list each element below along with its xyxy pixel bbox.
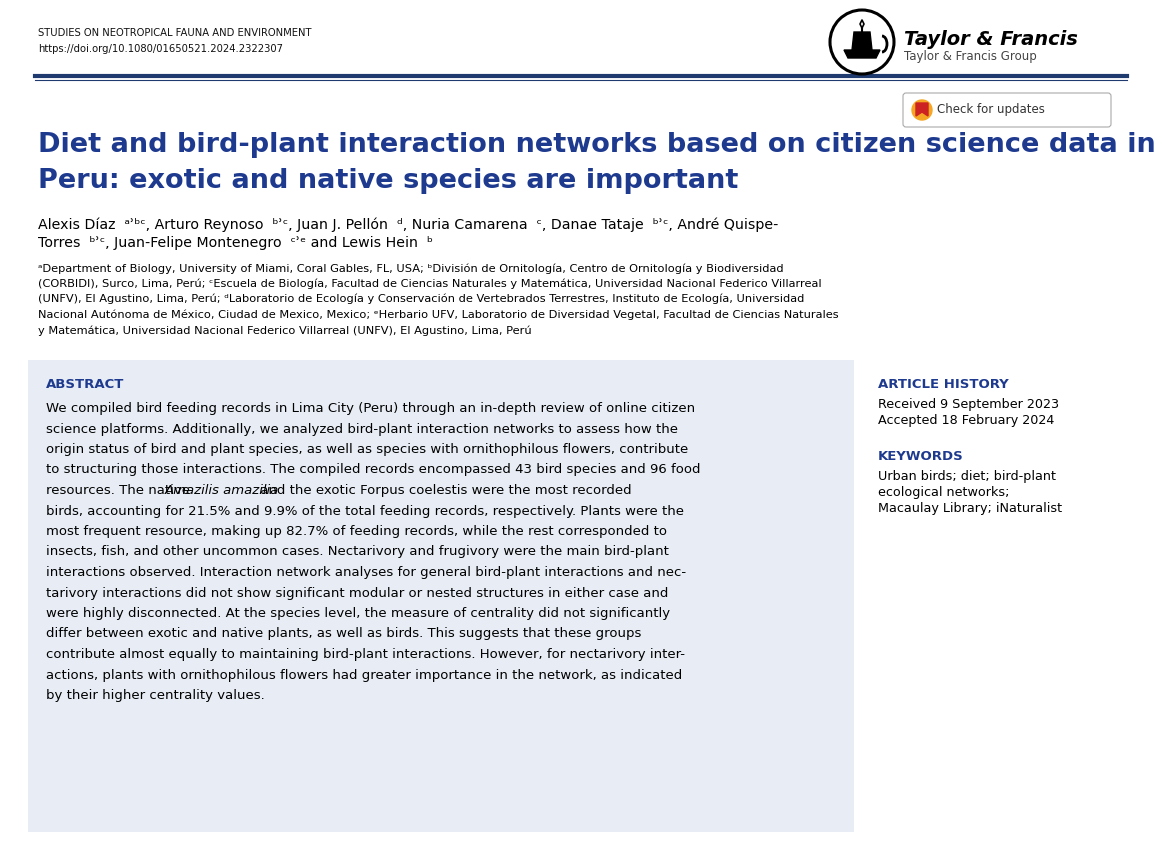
Text: insects, fish, and other uncommon cases. Nectarivory and frugivory were the main: insects, fish, and other uncommon cases.… (46, 545, 669, 559)
Text: Received 9 September 2023: Received 9 September 2023 (878, 398, 1059, 411)
Text: interactions observed. Interaction network analyses for general bird-plant inter: interactions observed. Interaction netwo… (46, 566, 686, 579)
Text: (UNFV), El Agustino, Lima, Perú; ᵈLaboratorio de Ecología y Conservación de Vert: (UNFV), El Agustino, Lima, Perú; ᵈLabora… (38, 294, 804, 304)
Text: STUDIES ON NEOTROPICAL FAUNA AND ENVIRONMENT: STUDIES ON NEOTROPICAL FAUNA AND ENVIRON… (38, 28, 311, 38)
Text: to structuring those interactions. The compiled records encompassed 43 bird spec: to structuring those interactions. The c… (46, 463, 701, 476)
Text: ARTICLE HISTORY: ARTICLE HISTORY (878, 378, 1009, 391)
Text: resources. The native: resources. The native (46, 484, 194, 497)
Text: most frequent resource, making up 82.7% of feeding records, while the rest corre: most frequent resource, making up 82.7% … (46, 525, 667, 538)
Text: actions, plants with ornithophilous flowers had greater importance in the networ: actions, plants with ornithophilous flow… (46, 669, 682, 682)
Text: Check for updates: Check for updates (937, 103, 1045, 117)
Text: y Matemática, Universidad Nacional Federico Villarreal (UNFV), El Agustino, Lima: y Matemática, Universidad Nacional Feder… (38, 325, 532, 336)
Text: Macaulay Library; iNaturalist: Macaulay Library; iNaturalist (878, 502, 1062, 515)
Text: ecological networks;: ecological networks; (878, 486, 1010, 499)
Text: tarivory interactions did not show significant modular or nested structures in e: tarivory interactions did not show signi… (46, 586, 668, 600)
Text: Peru: exotic and native species are important: Peru: exotic and native species are impo… (38, 168, 738, 194)
Text: ABSTRACT: ABSTRACT (46, 378, 124, 391)
Text: Torres  ᵇʾᶜ, Juan-Felipe Montenegro  ᶜʾᵉ and Lewis Hein  ᵇ: Torres ᵇʾᶜ, Juan-Felipe Montenegro ᶜʾᵉ a… (38, 236, 433, 250)
Text: by their higher centrality values.: by their higher centrality values. (46, 689, 265, 702)
Text: We compiled bird feeding records in Lima City (Peru) through an in-depth review : We compiled bird feeding records in Lima… (46, 402, 695, 415)
Text: birds, accounting for 21.5% and 9.9% of the total feeding records, respectively.: birds, accounting for 21.5% and 9.9% of … (46, 504, 684, 517)
Text: contribute almost equally to maintaining bird-plant interactions. However, for n: contribute almost equally to maintaining… (46, 648, 686, 661)
Text: https://doi.org/10.1080/01650521.2024.2322307: https://doi.org/10.1080/01650521.2024.23… (38, 44, 284, 54)
Text: Taylor & Francis Group: Taylor & Francis Group (904, 50, 1037, 63)
Text: Nacional Autónoma de México, Ciudad de Mexico, Mexico; ᵉHerbario UFV, Laboratori: Nacional Autónoma de México, Ciudad de M… (38, 309, 839, 320)
Text: ᵃDepartment of Biology, University of Miami, Coral Gables, FL, USA; ᵇDivisión de: ᵃDepartment of Biology, University of Mi… (38, 263, 783, 273)
Text: Alexis Díaz  ᵃʾᵇᶜ, Arturo Reynoso  ᵇʾᶜ, Juan J. Pellón  ᵈ, Nuria Camarena  ᶜ, Da: Alexis Díaz ᵃʾᵇᶜ, Arturo Reynoso ᵇʾᶜ, Ju… (38, 218, 779, 233)
Text: differ between exotic and native plants, as well as birds. This suggests that th: differ between exotic and native plants,… (46, 628, 641, 641)
Polygon shape (916, 103, 928, 116)
Text: Amazilis amazilia: Amazilis amazilia (164, 484, 279, 497)
Text: (CORBIDI), Surco, Lima, Perú; ᶜEscuela de Biología, Facultad de Ciencias Natural: (CORBIDI), Surco, Lima, Perú; ᶜEscuela d… (38, 279, 822, 289)
Polygon shape (844, 50, 880, 58)
Text: and the exotic Forpus coelestis were the most recorded: and the exotic Forpus coelestis were the… (256, 484, 631, 497)
Text: Taylor & Francis: Taylor & Francis (904, 30, 1078, 49)
Text: were highly disconnected. At the species level, the measure of centrality did no: were highly disconnected. At the species… (46, 607, 670, 620)
Text: KEYWORDS: KEYWORDS (878, 450, 963, 463)
FancyBboxPatch shape (28, 360, 854, 832)
Circle shape (912, 100, 932, 120)
Text: science platforms. Additionally, we analyzed bird-plant interaction networks to : science platforms. Additionally, we anal… (46, 423, 677, 435)
Polygon shape (852, 32, 872, 50)
Text: Diet and bird-plant interaction networks based on citizen science data in Lima,: Diet and bird-plant interaction networks… (38, 132, 1162, 158)
Text: Accepted 18 February 2024: Accepted 18 February 2024 (878, 414, 1054, 427)
Text: origin status of bird and plant species, as well as species with ornithophilous : origin status of bird and plant species,… (46, 443, 688, 456)
Text: Urban birds; diet; bird-plant: Urban birds; diet; bird-plant (878, 470, 1056, 483)
FancyBboxPatch shape (903, 93, 1111, 127)
